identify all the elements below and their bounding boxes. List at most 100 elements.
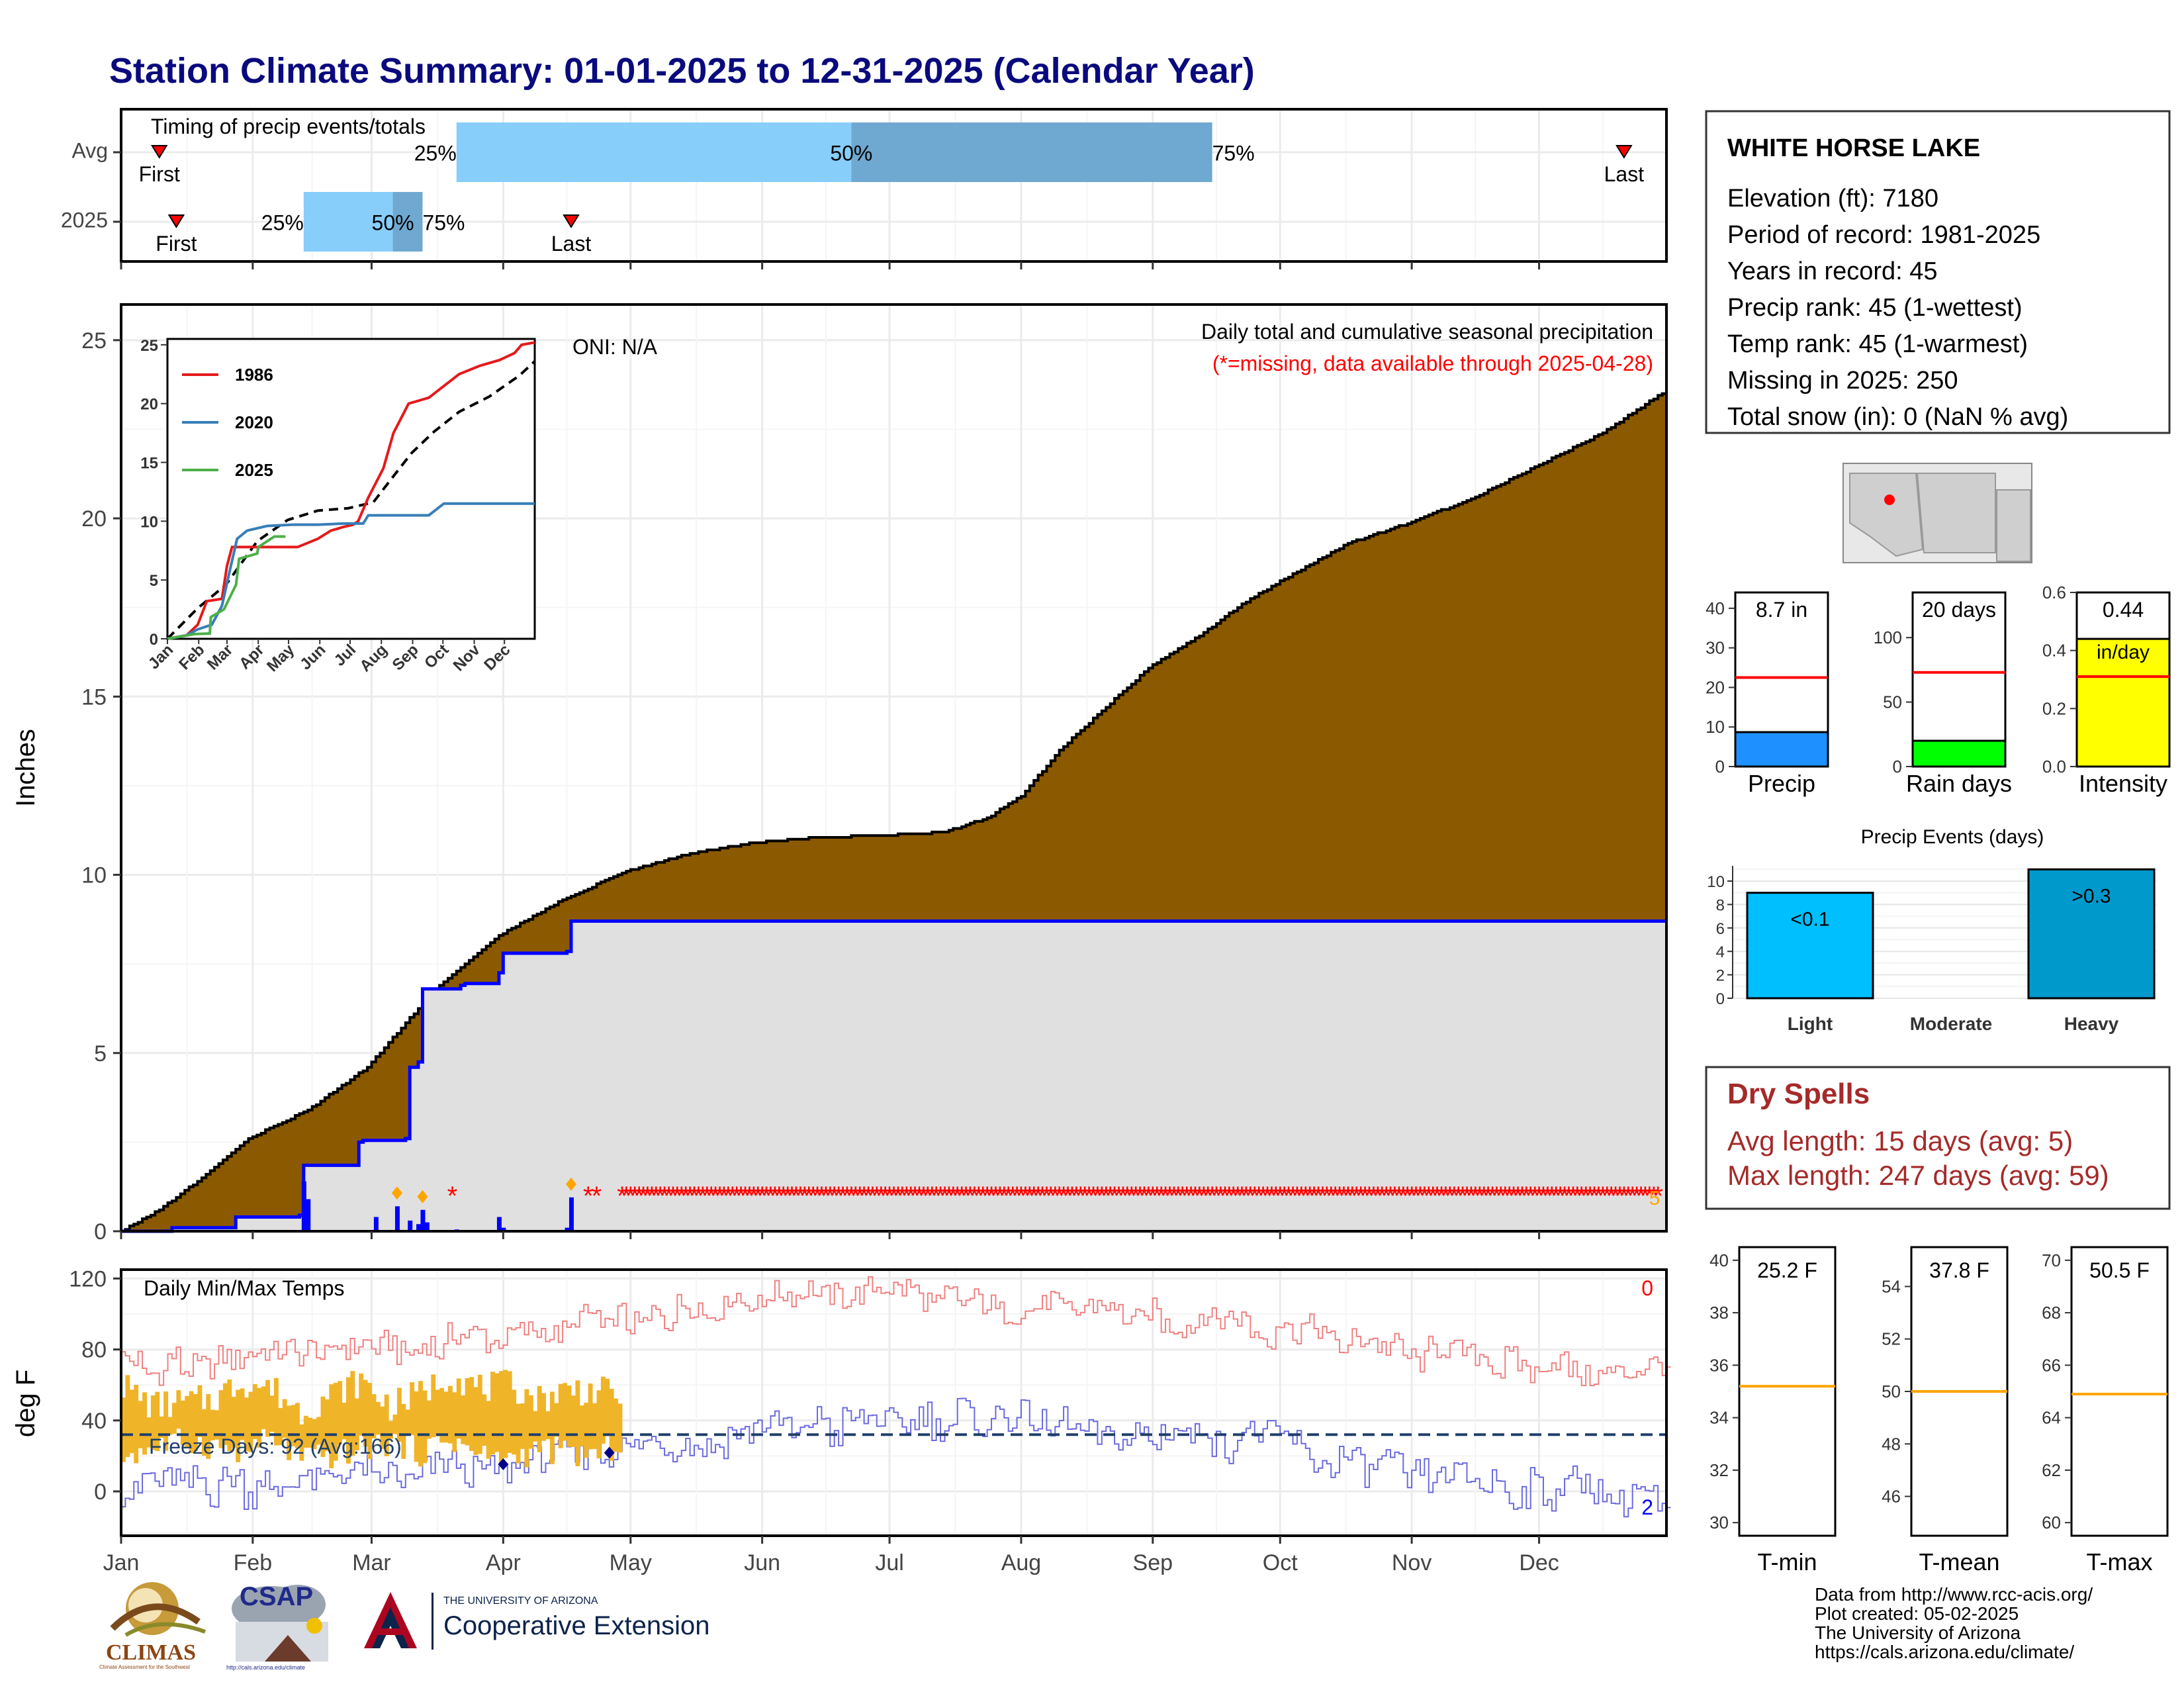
missing-marker: * <box>1241 1182 1251 1211</box>
temp-bar-label: T-mean <box>1919 1548 1999 1575</box>
missing-marker: * <box>1457 1182 1468 1211</box>
precip-panel-title: Daily total and cumulative seasonal prec… <box>1201 320 1653 344</box>
missing-marker: * <box>1432 1182 1443 1211</box>
missing-marker: * <box>731 1182 742 1211</box>
missing-marker: * <box>1555 1182 1566 1211</box>
temp-bar-tick-label: 70 <box>2042 1250 2061 1270</box>
missing-marker: * <box>927 1182 937 1211</box>
missing-marker: * <box>676 1182 687 1211</box>
temp-y-tick-label: 80 <box>81 1338 107 1363</box>
missing-marker: * <box>1181 1182 1192 1211</box>
missing-marker: * <box>1207 1182 1218 1211</box>
missing-marker: * <box>1046 1182 1056 1211</box>
missing-marker: * <box>1551 1182 1561 1211</box>
missing-marker: * <box>1101 1182 1111 1211</box>
missing-marker: * <box>799 1182 810 1211</box>
missing-marker: * <box>1479 1182 1489 1211</box>
obs-temp-range-bar <box>435 1389 440 1436</box>
station-info-line: Total snow (in): 0 (NaN % avg) <box>1727 403 2068 431</box>
events-title: Precip Events (days) <box>1861 826 2044 848</box>
timing-p50-label: 50% <box>372 211 414 234</box>
temp-bar-tick-label: 36 <box>1709 1355 1729 1375</box>
daily-precip-bar <box>306 1199 311 1231</box>
missing-marker: * <box>617 1182 627 1211</box>
obs-temp-range-bar <box>291 1405 296 1446</box>
missing-marker: * <box>1012 1182 1023 1211</box>
missing-marker: * <box>1390 1182 1400 1211</box>
temp-bar-value: 25.2 F <box>1757 1258 1817 1282</box>
daily-precip-bar <box>496 1217 502 1231</box>
obs-temp-range-bar <box>447 1385 453 1444</box>
ua-extension-logo: THE UNIVERSITY OF ARIZONA Cooperative Ex… <box>357 1589 754 1662</box>
obs-temp-range-bar <box>380 1406 385 1449</box>
avg-max-temp-line <box>121 1276 1671 1387</box>
summary-bar-tick-label: 0 <box>1715 757 1725 776</box>
summary-bar-rain-days <box>1911 739 2007 768</box>
summary-bar-intensity <box>2075 637 2171 768</box>
station-info-line: Temp rank: 45 (1-warmest) <box>1727 330 2028 358</box>
obs-temp-range-bar <box>456 1378 461 1439</box>
missing-marker: * <box>1568 1182 1578 1211</box>
obs-temp-range-bar <box>227 1379 232 1452</box>
missing-marker: * <box>727 1182 738 1211</box>
missing-marker: * <box>1122 1182 1133 1211</box>
missing-marker: * <box>859 1182 870 1211</box>
summary-bar-tick-label: 0 <box>1893 757 1902 776</box>
missing-marker: * <box>897 1182 908 1211</box>
temp-y-tick-label: 120 <box>69 1266 107 1291</box>
missing-marker: * <box>1322 1182 1332 1211</box>
temp-panel-border <box>120 1268 1668 1537</box>
summary-bar-tick-label: 0.4 <box>2042 641 2066 661</box>
obs-temp-range-bar <box>482 1394 487 1446</box>
summary-bar-tick-label: 20 <box>1706 677 1725 697</box>
inset-y-tick-label: 10 <box>140 513 158 531</box>
missing-marker: * <box>1114 1182 1124 1211</box>
missing-marker: * <box>817 1182 827 1211</box>
credit-line: Plot created: 05-02-2025 <box>1815 1603 2019 1624</box>
temp-bar-tick-label: 52 <box>1882 1329 1901 1349</box>
missing-marker: * <box>1021 1182 1031 1211</box>
temp-bar-tick-label: 48 <box>1882 1434 1901 1454</box>
missing-marker: * <box>1054 1182 1065 1211</box>
missing-marker: * <box>1297 1182 1307 1211</box>
missing-marker: * <box>986 1182 997 1211</box>
inset-panel <box>166 338 536 640</box>
obs-temp-range-bar <box>549 1391 555 1464</box>
missing-marker: * <box>1559 1182 1570 1211</box>
obs-temp-range-bar <box>418 1381 423 1467</box>
missing-marker: * <box>1645 1182 1655 1211</box>
events-y-tick-label: 2 <box>1716 967 1725 985</box>
obs-temp-range-bar <box>524 1389 529 1468</box>
summary-bar-label: Precip <box>1748 770 1815 797</box>
missing-marker: * <box>1462 1182 1473 1211</box>
obs-temp-range-bar <box>299 1424 304 1461</box>
missing-marker: * <box>1538 1182 1549 1211</box>
summary-bar-value: 20 days <box>1922 598 1996 622</box>
missing-marker: * <box>1216 1182 1226 1211</box>
timing-first-label: First <box>139 162 180 186</box>
missing-marker: * <box>1288 1182 1298 1211</box>
missing-marker: * <box>659 1182 670 1211</box>
inset-series-2025 <box>167 535 286 640</box>
event-category-label: Moderate <box>1910 1013 1992 1034</box>
obs-temp-range-bar <box>563 1383 568 1441</box>
temp-bar-value: 50.5 F <box>2089 1258 2150 1282</box>
obs-temp-range-bar <box>545 1411 551 1440</box>
month-label: Apr <box>486 1550 521 1575</box>
missing-marker: * <box>1466 1182 1477 1211</box>
obs-temp-range-bar <box>308 1417 313 1448</box>
timing-last-marker <box>1615 145 1633 159</box>
obs-temp-range-bar <box>498 1371 504 1468</box>
missing-marker: * <box>1445 1182 1455 1211</box>
missing-marker: * <box>1148 1182 1158 1211</box>
obs-temp-range-bar <box>570 1395 576 1448</box>
missing-marker: * <box>1190 1182 1201 1211</box>
missing-marker: * <box>796 1182 806 1211</box>
obs-temp-range-bar <box>452 1392 457 1452</box>
map-state-new-mexico <box>1916 473 1996 553</box>
month-label: May <box>610 1550 652 1575</box>
missing-marker: * <box>1228 1182 1239 1211</box>
credit-line: The University of Arizona <box>1815 1622 2021 1643</box>
obs-temp-range-bar <box>240 1388 245 1440</box>
precip-y-axis-label: Inches <box>11 729 40 807</box>
